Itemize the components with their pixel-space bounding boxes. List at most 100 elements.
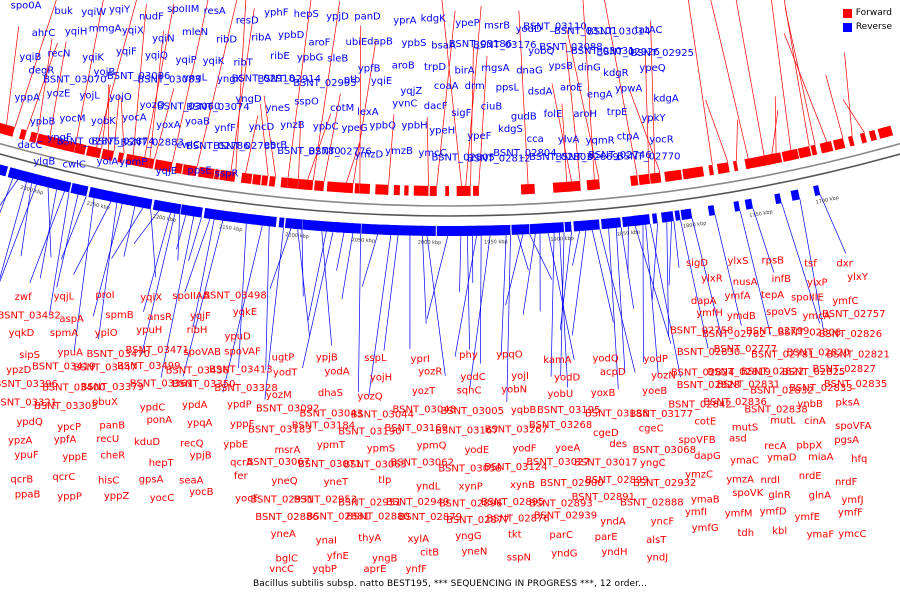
forward-gene-arrow: [404, 185, 409, 196]
reverse-gene-label: dacF: [424, 101, 448, 112]
forward-leader-line: [844, 52, 853, 136]
reverse-gene-label: yncD: [249, 122, 275, 133]
reverse-leader-line: [48, 192, 70, 316]
reverse-gene-label: ynfF: [214, 123, 236, 134]
forward-gene-label: ribH: [187, 325, 208, 336]
forward-gene-label: yndH: [601, 547, 627, 558]
forward-gene-arrow: [280, 177, 288, 188]
reverse-gene-arrow: [108, 191, 125, 204]
forward-gene-label: BSNT_03470: [87, 349, 150, 360]
forward-gene-label: BSNT_03005: [441, 406, 504, 417]
forward-gene-label: spoVFA: [835, 421, 871, 432]
forward-gene-label: recQ: [180, 438, 204, 449]
forward-gene-label: yqkD: [9, 328, 35, 339]
forward-gene-label: BSNT_02833: [789, 383, 852, 394]
forward-leader-line: [312, 0, 341, 181]
forward-gene-label: sspL: [364, 353, 387, 364]
reverse-gene-label: BSNT_02776: [308, 147, 371, 158]
forward-gene-label: ymaC: [730, 455, 759, 466]
forward-gene-arrow: [334, 181, 347, 193]
forward-leader-line: [644, 50, 650, 174]
forward-gene-arrow: [847, 135, 855, 147]
reverse-gene-label: ylqB: [33, 157, 55, 168]
reverse-gene-label: aroB: [392, 61, 415, 72]
forward-leader-line: [388, 114, 395, 185]
forward-leader-line: [687, 0, 713, 165]
forward-gene-label: qcrC: [52, 472, 75, 483]
reverse-leader-line: [297, 229, 310, 337]
reverse-gene-label: ypbS: [401, 38, 426, 49]
forward-gene-label: asd: [729, 433, 747, 444]
forward-gene-label: cgeC: [639, 423, 664, 434]
reverse-gene-label: ynzB: [280, 120, 305, 131]
reverse-gene-label: ypbH: [401, 121, 427, 132]
reverse-gene-label: spoIIM: [167, 4, 199, 15]
forward-gene-label: yppF: [230, 419, 255, 430]
forward-gene-label: ymfF: [838, 507, 863, 518]
forward-leader-line: [172, 0, 209, 163]
forward-gene-label: sipS: [19, 350, 40, 361]
forward-gene-label: yneT: [324, 477, 349, 488]
forward-gene-label: BSNT_03268: [529, 420, 592, 431]
reverse-leader-line: [479, 235, 482, 364]
forward-gene-label: BSNT_03498: [203, 291, 266, 302]
forward-gene-label: BSNT_03350: [172, 379, 235, 390]
forward-gene-label: yoeB: [642, 386, 667, 397]
forward-gene-arrow: [775, 152, 783, 164]
reverse-leader-line: [188, 217, 202, 262]
forward-gene-label: BSNT_03328: [214, 383, 277, 394]
forward-gene-label: ymfM: [725, 508, 753, 519]
reverse-gene-arrow: [139, 197, 153, 210]
reverse-gene-arrow: [634, 214, 643, 226]
reverse-leader-line: [506, 234, 511, 402]
forward-gene-label: qcrA: [230, 458, 253, 469]
forward-gene-arrow: [182, 164, 194, 176]
reverse-gene-label: BSNT_03086: [107, 71, 170, 82]
reverse-leader-line: [0, 184, 37, 283]
reverse-leader-line: [73, 201, 112, 275]
forward-gene-label: ynbB: [797, 399, 823, 410]
forward-gene-label: dapG: [694, 451, 721, 462]
forward-leader-line: [518, 10, 529, 185]
reverse-gene-arrow: [421, 225, 428, 236]
reverse-leader-line: [608, 228, 619, 390]
forward-gene-label: recU: [96, 434, 119, 445]
forward-gene-label: hepT: [149, 458, 175, 469]
reverse-gene-arrow: [586, 219, 600, 231]
forward-gene-label: BSNT_02758: [670, 326, 733, 337]
kbp-axis-label: 2050 kbp: [351, 237, 375, 244]
forward-leader-line: [436, 10, 456, 186]
reverse-gene-label: lexA: [357, 107, 379, 118]
reverse-gene-label: yoxA: [156, 120, 181, 131]
forward-gene-label: yodD: [554, 372, 580, 383]
forward-gene-label: yppZ: [104, 491, 130, 502]
forward-gene-label: xylA: [408, 534, 430, 545]
reverse-gene-arrow: [412, 225, 423, 236]
reverse-gene-label: yqiP: [176, 55, 197, 66]
forward-gene-arrow: [191, 165, 198, 177]
reverse-gene-label: engA: [587, 89, 613, 100]
reverse-gene-arrow: [320, 221, 328, 232]
forward-leader-line: [353, 39, 377, 184]
forward-gene-label: tsf: [804, 258, 817, 269]
reverse-gene-label: yozE: [47, 89, 71, 100]
forward-gene-label: kbl: [772, 526, 787, 537]
reverse-gene-label: yobK: [91, 116, 116, 127]
forward-gene-label: gpsA: [139, 475, 164, 486]
forward-gene-label: BSNT_03067: [247, 457, 310, 468]
reverse-leader-line: [652, 223, 658, 300]
forward-gene-label: ypjB: [316, 352, 338, 363]
reverse-gene-label: yqjE: [156, 166, 177, 177]
forward-leader-line: [771, 109, 779, 155]
reverse-leader-line: [422, 235, 427, 324]
reverse-leader-line: [426, 235, 446, 376]
reverse-leader-line: [559, 231, 573, 331]
forward-gene-label: yneN: [461, 546, 487, 557]
reverse-leader-line: [691, 218, 722, 336]
reverse-leader-line: [781, 202, 821, 324]
forward-gene-label: BSNT_03432: [0, 311, 61, 322]
kbp-axis-label: 2250 kbp: [86, 201, 110, 212]
reverse-gene-label: dnaG: [516, 66, 543, 77]
forward-gene-label: yngB: [372, 554, 398, 565]
forward-gene-label: ypuA: [58, 348, 84, 359]
